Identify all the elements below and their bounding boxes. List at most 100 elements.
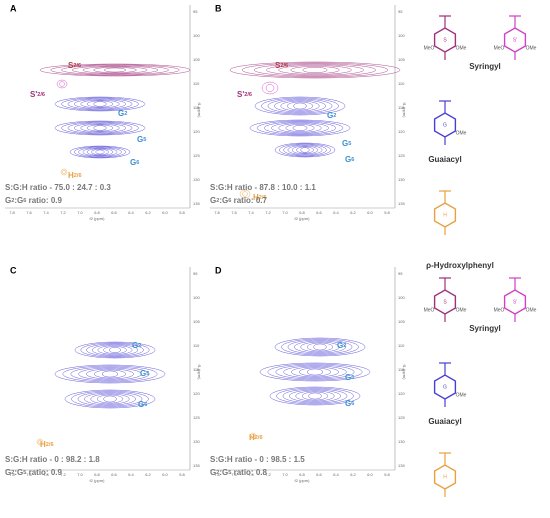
x-tick-label: 7.8 [9,472,15,477]
peak-label-part: S [68,61,74,70]
x-tick-label: 6.4 [128,472,134,477]
peak-label-part: 6 [351,401,354,407]
peak-label-part: G [337,341,343,350]
y-tick-label: 135 [398,201,405,206]
contour [61,97,139,111]
contour [74,99,126,109]
contour [254,63,376,77]
peak-label-part: H [253,193,259,202]
x-tick-label: 7.2 [265,210,271,215]
structure-name: Syringyl [469,324,501,333]
contour [77,391,143,407]
peak-label: G5 [140,369,149,378]
y-tick-label: 125 [193,415,200,420]
g-ratio-part: ratio: 0.9 [26,196,62,205]
y-tick-label: 135 [193,201,200,206]
peak-label-part: G [130,158,136,167]
contour [71,390,149,408]
g-ratio-part: 2 [11,470,14,476]
peak-label-part: S' [30,90,37,99]
y-tick-label: 135 [398,463,405,468]
contour [95,149,105,155]
contour [96,394,124,404]
x-tick-label: 6.2 [350,210,356,215]
peak-label-part: 2/6 [73,63,81,69]
contour [299,367,331,377]
g-ratio-part: G [5,196,11,205]
x-tick-label: 6.6 [111,472,117,477]
structure-name: ρ-Hydroxylphenyl [426,261,494,270]
contour [69,145,131,159]
y-tick-label: 120 [193,391,200,396]
contour [308,392,322,400]
x-tick-label: 7.2 [60,210,66,215]
y-tick-label: 100 [193,33,200,38]
x-tick-label: 7.4 [248,472,254,477]
x-axis-label: f2 (ppm) [90,216,106,221]
contour [313,343,327,351]
y-tick-label: 95 [193,271,198,276]
g-ratio-part: G [210,468,216,477]
y-tick-label: 115 [193,367,200,372]
contour [97,345,133,355]
contour [306,368,324,376]
peak-label: G6 [130,158,139,167]
g-ratio: G2:G5 ratio: 0.9 [5,468,62,477]
peak-label: G5 [345,373,354,382]
peak-label-part: H [68,171,74,180]
contour [74,146,126,158]
x-axis-label: f2 (ppm) [295,478,311,483]
contour [269,386,361,406]
contour [274,99,326,113]
contour [62,365,158,383]
contour [241,62,389,78]
x-tick-label: 6.8 [299,472,305,477]
contour [104,67,126,73]
x-tick-label: 5.8 [384,472,390,477]
peak-label-part: G [345,155,351,164]
contour [249,119,351,137]
x-tick-label: 7.2 [265,472,271,477]
y-axis-label: f1 (ppm) [402,103,407,119]
x-tick-label: 6.6 [316,472,322,477]
x-tick-label: 7.6 [26,472,32,477]
peak-label-part: 2 [138,343,141,349]
y-tick-label: 130 [193,439,200,444]
ring-letter: G [443,384,447,390]
peak-label: G2 [132,341,141,350]
x-tick-label: 6.2 [145,472,151,477]
g-ratio-part: 5 [23,470,26,476]
peak-label: H2/6 [253,193,267,202]
contour [287,145,323,155]
contour [64,389,156,409]
peak-label-part: 2/6 [244,92,252,98]
contour [38,439,42,445]
x-tick-label: 7.6 [231,472,237,477]
contour [278,65,352,75]
x-tick-label: 6.8 [94,210,100,215]
x-tick-label: 7.6 [231,210,237,215]
y-tick-label: 115 [398,105,405,110]
contour [300,341,340,353]
y-tick-label: 105 [398,57,405,62]
y-tick-label: 110 [398,81,405,86]
structure-name: Guaiacyl [428,417,461,426]
contour [74,123,126,133]
peak-label-part: G [132,341,138,350]
contour [267,363,363,381]
contour [62,169,66,175]
g-ratio-part: :G [219,196,228,205]
g-ratio-part: G [210,196,216,205]
x-tick-label: 7.8 [9,210,15,215]
peak-label-part: G [345,399,351,408]
x-tick-label: 6.0 [367,472,373,477]
peak-label-part: 6 [136,160,139,166]
contour [71,65,159,75]
x-tick-label: 7.0 [77,210,83,215]
contour [82,147,118,157]
y-tick-label: 130 [398,439,405,444]
contour [90,393,130,405]
panel-label: D [215,265,222,275]
peak-label-part: 6 [351,157,354,163]
